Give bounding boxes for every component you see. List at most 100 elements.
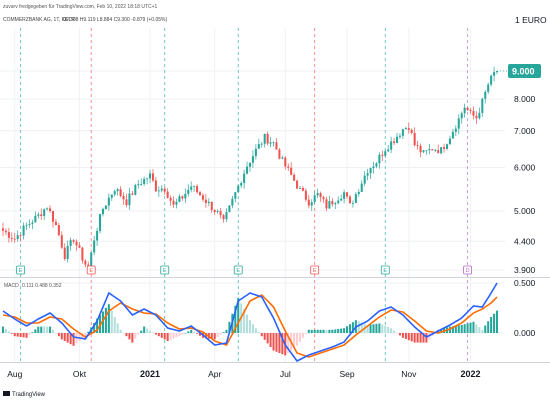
candle-body: [469, 110, 472, 112]
histogram-bar: [460, 325, 463, 333]
candle-body: [301, 187, 304, 191]
candle-body: [193, 186, 196, 187]
candle-body: [484, 91, 487, 99]
histogram-bar: [110, 310, 113, 333]
histogram-bar: [69, 333, 72, 345]
histogram-bar: [160, 333, 163, 338]
candle-body: [1, 228, 5, 231]
histogram-bar: [387, 327, 390, 333]
candle-body: [322, 197, 325, 200]
candle-body: [413, 132, 416, 146]
histogram-bar: [316, 329, 319, 333]
candle-body: [284, 157, 287, 167]
histogram-bar: [60, 333, 63, 340]
histogram-bar: [204, 333, 207, 339]
histogram-bar: [413, 333, 416, 343]
histogram-bar: [210, 333, 213, 339]
histogram-bar: [28, 333, 31, 335]
histogram-bar: [107, 304, 110, 333]
candle-body: [334, 203, 337, 205]
candle-body: [78, 245, 81, 248]
histogram-bar: [487, 321, 490, 333]
histogram-bar: [328, 329, 331, 333]
histogram-bar: [384, 325, 387, 333]
candle-body: [60, 235, 63, 248]
candle-body: [187, 189, 190, 194]
candle-body: [204, 199, 207, 203]
histogram-bar: [172, 333, 175, 339]
candle-body: [149, 173, 152, 179]
candle-body: [243, 173, 246, 183]
event-marker[interactable]: [16, 265, 26, 275]
histogram-bar: [37, 326, 40, 333]
histogram-bar: [254, 328, 257, 333]
macd-values: 0.111 0.488 0.352: [22, 283, 62, 289]
histogram-bar: [178, 333, 181, 337]
histogram-bar: [357, 321, 360, 333]
histogram-bar: [272, 333, 275, 351]
last-price-badge-bg: [508, 64, 541, 78]
histogram-bar: [122, 333, 125, 334]
histogram-bar: [263, 333, 266, 340]
candle-body: [457, 118, 460, 129]
time-tick-label: Okt: [73, 369, 87, 379]
candle-body: [384, 151, 387, 156]
candle-body: [178, 196, 181, 202]
histogram-bar: [113, 317, 116, 333]
candle-body: [116, 189, 119, 192]
candle-body: [7, 232, 10, 238]
event-marker[interactable]: [380, 265, 390, 275]
candle-body: [307, 199, 310, 206]
histogram-bar: [304, 333, 307, 334]
candle-body: [90, 252, 93, 270]
candle-body: [254, 148, 257, 157]
event-marker-label: E: [163, 268, 167, 274]
histogram-bar: [151, 332, 154, 334]
histogram-bar: [84, 333, 87, 337]
histogram-bar: [396, 333, 399, 334]
tradingview-logo-mark: [3, 391, 10, 396]
histogram-bar: [325, 329, 328, 333]
histogram-bar: [463, 324, 466, 333]
candle-body: [481, 98, 484, 113]
histogram-bar: [216, 333, 219, 337]
event-marker[interactable]: [86, 265, 96, 275]
histogram-bar: [334, 329, 337, 333]
candle-body: [351, 202, 354, 204]
event-marker[interactable]: [160, 265, 170, 275]
histogram-bar: [246, 314, 249, 333]
candle-body: [440, 147, 443, 154]
histogram-bar: [287, 333, 290, 353]
event-marker[interactable]: [310, 265, 320, 275]
candle-body: [225, 212, 228, 220]
candle-body: [275, 142, 278, 150]
candle-body: [154, 180, 157, 192]
event-marker[interactable]: [233, 265, 243, 275]
candle-body: [393, 141, 396, 143]
histogram-bar: [40, 326, 43, 333]
candle-body: [166, 191, 169, 198]
histogram-bar: [343, 328, 346, 333]
event-marker[interactable]: [463, 265, 472, 275]
histogram-bar: [296, 333, 299, 346]
histogram-bar: [478, 327, 481, 333]
histogram-bar: [251, 324, 254, 333]
candle-body: [416, 145, 419, 147]
histogram-bar: [322, 329, 325, 333]
candle-body: [54, 221, 57, 226]
histogram-bar: [198, 333, 202, 336]
candle-body: [328, 201, 331, 209]
candle-body: [31, 222, 34, 224]
candle-body: [340, 198, 343, 201]
histogram-bar: [166, 333, 169, 341]
tradingview-logo-text: TradingView: [12, 392, 46, 398]
price-tick-label: 8.000: [514, 94, 536, 104]
candle-body: [66, 245, 69, 259]
candle-body: [354, 194, 357, 203]
candle-body: [34, 215, 37, 223]
histogram-bar: [187, 331, 190, 333]
histogram-bar: [493, 313, 496, 333]
candle-body: [69, 240, 72, 246]
candle-body: [46, 208, 49, 210]
